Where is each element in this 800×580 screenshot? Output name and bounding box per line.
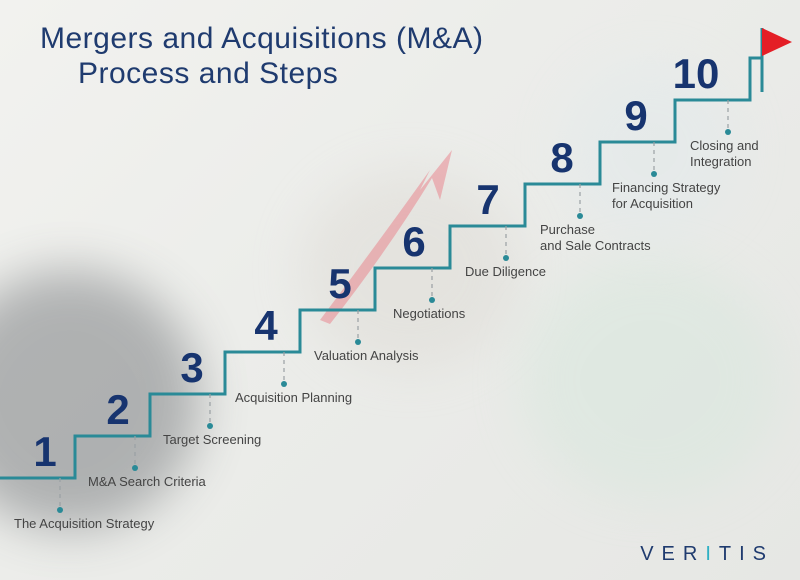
step-label: Closing andIntegration	[690, 138, 759, 169]
leader-dot-icon	[577, 213, 583, 219]
step-label: Financing Strategyfor Acquisition	[612, 180, 721, 211]
brand-logo: VERITIS	[640, 543, 774, 566]
step-number: 10	[673, 50, 720, 97]
leader-dot-icon	[503, 255, 509, 261]
step-number: 9	[624, 92, 647, 139]
leader-dot-icon	[429, 297, 435, 303]
step-label: Negotiations	[393, 306, 466, 321]
step-number: 5	[328, 260, 351, 307]
step-number: 2	[106, 386, 129, 433]
step-number: 8	[550, 134, 573, 181]
step-label: M&A Search Criteria	[88, 474, 207, 489]
leader-dot-icon	[132, 465, 138, 471]
step-label: Target Screening	[163, 432, 261, 447]
step-label: The Acquisition Strategy	[14, 516, 155, 531]
step-number: 4	[254, 302, 278, 349]
step-label: Valuation Analysis	[314, 348, 419, 363]
step-number: 1	[33, 428, 56, 475]
diagram-svg: 1 The Acquisition Strategy 2 M&A Search Cri…	[0, 0, 800, 580]
leader-dot-icon	[651, 171, 657, 177]
leader-dot-icon	[281, 381, 287, 387]
step-label: Purchaseand Sale Contracts	[540, 222, 651, 253]
step-number: 6	[402, 218, 425, 265]
step-number: 7	[476, 176, 499, 223]
flag-icon	[762, 28, 792, 56]
leader-dot-icon	[207, 423, 213, 429]
infographic-canvas: Mergers and Acquisitions (M&A) Process a…	[0, 0, 800, 580]
step-label: Acquisition Planning	[235, 390, 352, 405]
leader-dot-icon	[725, 129, 731, 135]
leader-dot-icon	[355, 339, 361, 345]
leader-dot-icon	[57, 507, 63, 513]
step-label: Due Diligence	[465, 264, 546, 279]
step-number: 3	[180, 344, 203, 391]
step-10: 10 Closing andIntegration	[673, 50, 759, 169]
